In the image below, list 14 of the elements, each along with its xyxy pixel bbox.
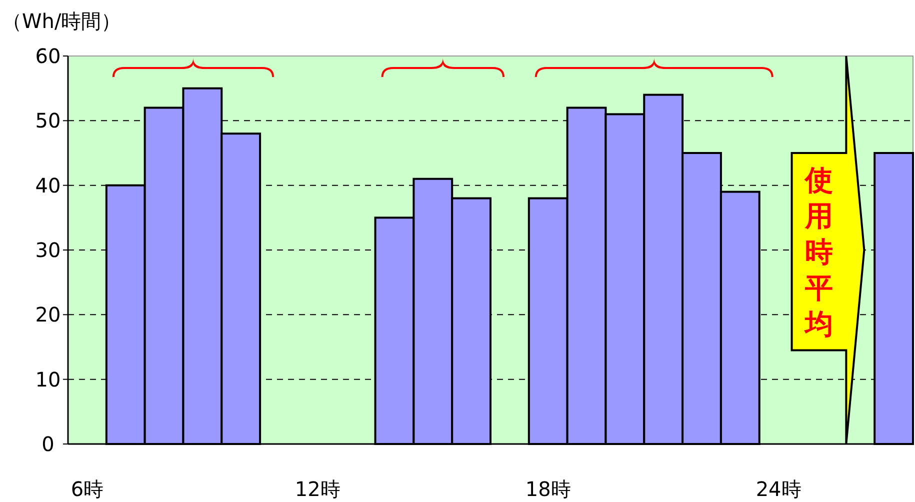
y-tick-label: 40 <box>35 173 61 198</box>
x-tick-label: 18時 <box>525 477 571 501</box>
x-tick-label: 24時 <box>756 477 802 501</box>
y-tick-label: 20 <box>35 302 61 327</box>
y-tick-label: 0 <box>42 432 54 456</box>
x-tick-label: 6時 <box>70 477 104 501</box>
y-tick-label: 10 <box>35 367 61 392</box>
y-tick-label: 60 <box>35 44 61 68</box>
y-axis-title: （Wh/時間） <box>2 9 122 33</box>
annotation-callout: 使用時平均 <box>790 55 866 445</box>
y-tick-label: 30 <box>35 238 61 262</box>
y-tick-label: 50 <box>35 108 61 133</box>
x-tick-label: 12時 <box>294 477 340 501</box>
annotation: 使用時平均 <box>802 164 833 341</box>
